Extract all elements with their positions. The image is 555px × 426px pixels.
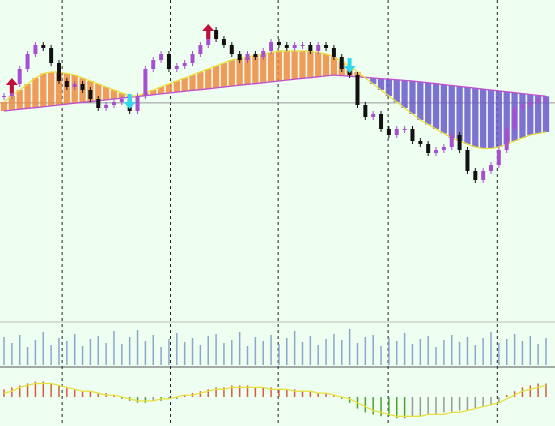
candle xyxy=(33,45,38,54)
candle xyxy=(316,45,321,51)
candle xyxy=(394,129,399,135)
candle xyxy=(308,45,313,51)
candle xyxy=(151,60,156,69)
candle xyxy=(41,45,46,48)
candle xyxy=(64,81,69,87)
candle xyxy=(111,102,116,105)
candle xyxy=(520,105,525,108)
candle xyxy=(324,45,329,48)
candle xyxy=(135,96,140,111)
ma-slow xyxy=(3,74,547,112)
candle xyxy=(96,99,101,108)
candle xyxy=(56,63,61,81)
candle xyxy=(269,42,274,51)
candle xyxy=(49,48,54,63)
signal-arrow-up xyxy=(5,78,18,93)
candle xyxy=(88,90,93,99)
candle xyxy=(434,150,439,153)
candle xyxy=(465,150,470,171)
candle xyxy=(410,129,415,141)
candle xyxy=(119,99,124,102)
candle xyxy=(473,171,478,180)
candle xyxy=(182,63,187,66)
candle xyxy=(457,135,462,150)
candle xyxy=(159,54,164,60)
candle xyxy=(143,69,148,96)
signal-arrow-up xyxy=(202,24,215,39)
candle xyxy=(449,135,454,147)
candle xyxy=(214,30,219,39)
candle xyxy=(166,54,171,69)
candle xyxy=(190,54,195,63)
candle xyxy=(481,171,486,180)
candle xyxy=(402,129,407,130)
candle xyxy=(363,105,368,117)
candle xyxy=(371,114,376,117)
candle xyxy=(276,42,281,45)
signal-arrow-down xyxy=(343,58,356,73)
candle xyxy=(512,108,517,129)
candle xyxy=(355,75,360,105)
candle xyxy=(489,165,494,171)
candle xyxy=(536,99,541,102)
candle xyxy=(386,129,391,135)
candle xyxy=(17,69,22,84)
candle xyxy=(284,45,289,48)
candle xyxy=(331,48,336,57)
candle xyxy=(25,54,30,69)
candle xyxy=(253,54,258,57)
candle xyxy=(496,150,501,165)
candle xyxy=(418,141,423,144)
candle xyxy=(528,102,533,105)
candle xyxy=(441,147,446,150)
candle xyxy=(544,99,548,100)
ma-fast xyxy=(3,50,547,150)
candle xyxy=(426,144,431,153)
candle xyxy=(261,51,266,57)
candle xyxy=(229,45,234,54)
candle xyxy=(504,129,509,150)
candle xyxy=(221,39,226,45)
candle xyxy=(237,54,242,60)
oscillator-signal xyxy=(3,382,547,417)
candle xyxy=(104,105,109,108)
candle xyxy=(72,84,77,87)
candle xyxy=(339,57,344,69)
candle xyxy=(2,96,6,97)
signal-arrow-down xyxy=(123,94,136,109)
candle xyxy=(379,114,384,129)
candle xyxy=(80,84,85,90)
candle xyxy=(292,45,297,48)
candle xyxy=(300,45,305,46)
candle xyxy=(245,54,250,60)
candle xyxy=(198,45,203,54)
candle xyxy=(174,66,179,69)
